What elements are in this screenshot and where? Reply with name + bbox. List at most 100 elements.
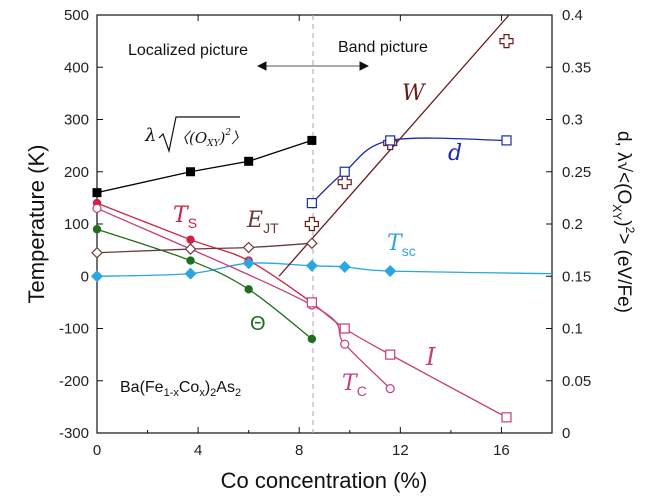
series-1-point bbox=[186, 235, 195, 244]
y-left-tick-label: -300 bbox=[59, 425, 89, 442]
x-tick-label: 16 bbox=[493, 442, 510, 459]
y-right-tick-label: 0.05 bbox=[562, 373, 591, 390]
series-label-theta: Θ bbox=[250, 313, 266, 335]
compound-formula-part4: As bbox=[216, 379, 235, 396]
series-0-line bbox=[96, 139, 313, 194]
series-1-line bbox=[96, 202, 313, 303]
series-label-d: d bbox=[448, 141, 462, 166]
lambda-formula-inner: 〈(OXY)2〉 bbox=[174, 128, 246, 149]
series-label-ts-sub: S bbox=[188, 215, 197, 231]
compound-formula-sub1: 1-x bbox=[164, 387, 180, 399]
series-5-point bbox=[340, 339, 350, 349]
x-tick-label: 12 bbox=[392, 442, 409, 459]
y-left-tick-label: 100 bbox=[64, 216, 89, 233]
y-left-tick-label: -100 bbox=[59, 321, 89, 338]
y-left-tick-label: 0 bbox=[81, 268, 89, 285]
lambda-formula-close: ) bbox=[219, 129, 226, 147]
y-right-tick-label: 0.1 bbox=[562, 321, 583, 338]
series-3-point bbox=[91, 270, 103, 283]
series-3-point bbox=[384, 265, 397, 278]
lambda-formula-end: 〉 bbox=[231, 129, 246, 147]
y-left-tick-label: -200 bbox=[59, 373, 89, 390]
series-label-w: W bbox=[402, 81, 427, 106]
series-5-line bbox=[96, 207, 391, 390]
series-6-line bbox=[311, 301, 507, 418]
series-8-point bbox=[339, 166, 350, 177]
y-left-tick-label: 500 bbox=[64, 7, 89, 24]
y-axis-right-label-prefix: d, λ√<(O bbox=[613, 131, 634, 204]
compound-formula: Ba(Fe1-xCox)2As2 bbox=[120, 379, 241, 399]
series-7-point bbox=[304, 216, 319, 232]
axes-layer: 0 4 8 12 16 -300 -200 -100 0 100 200 300 400 500 0 0.05… bbox=[59, 7, 591, 459]
series-3-point bbox=[305, 259, 318, 272]
series-2-line bbox=[96, 242, 312, 254]
series-label-i: I bbox=[425, 343, 436, 371]
series-5-point bbox=[385, 383, 395, 394]
y-left-tick-label: 200 bbox=[64, 164, 89, 181]
series-label-ejt-sub: JT bbox=[263, 220, 279, 236]
series-0-point bbox=[244, 156, 254, 166]
series-0-point bbox=[186, 167, 196, 177]
y-right-tick-label: 0.25 bbox=[562, 164, 591, 181]
series-8-line bbox=[311, 137, 507, 204]
sqrt-sign bbox=[158, 116, 240, 154]
lambda-formula-sub: XY bbox=[206, 139, 220, 149]
y-right-tick-label: 0.35 bbox=[562, 59, 591, 76]
compound-formula-sub2: x bbox=[199, 387, 205, 399]
series-2-point bbox=[184, 243, 197, 255]
y-axis-left-label: Temperature (K) bbox=[24, 145, 49, 304]
series-4-point bbox=[186, 256, 195, 265]
lambda-formula-open: 〈(O bbox=[174, 129, 207, 147]
series-label-ts: TS bbox=[173, 203, 197, 231]
series-6-point bbox=[339, 323, 350, 334]
y-left-tick-label: 300 bbox=[64, 112, 89, 129]
y-axis-right-label-sub: XY bbox=[610, 204, 624, 220]
series-label-tc-main: T bbox=[342, 371, 359, 396]
series-label-ts-main: T bbox=[173, 203, 190, 228]
series-0-point bbox=[92, 188, 102, 198]
y-axis-right-label-sup: 2 bbox=[623, 227, 637, 234]
y-right-tick-label: 0.4 bbox=[562, 7, 583, 24]
series-label-tsc-sub: sc bbox=[402, 243, 416, 259]
series-3-point bbox=[338, 260, 351, 273]
series-4-point bbox=[92, 225, 102, 234]
series-8-point bbox=[306, 198, 317, 209]
series-2-point bbox=[242, 241, 255, 254]
series-4-point bbox=[244, 285, 253, 294]
series-3-line bbox=[96, 262, 553, 277]
series-4-line bbox=[96, 228, 313, 340]
compound-formula-part2: Co bbox=[179, 379, 200, 396]
y-right-tick-label: 0.2 bbox=[562, 216, 583, 233]
compound-formula-sub4: 2 bbox=[235, 387, 241, 399]
lambda-symbol: λ bbox=[144, 125, 156, 146]
series-label-tsc: Tsc bbox=[387, 231, 416, 259]
x-axis-label: Co concentration (%) bbox=[221, 468, 428, 493]
y-right-tick-label: 0 bbox=[562, 425, 570, 442]
series-3-point bbox=[184, 267, 197, 280]
series-layer bbox=[96, 14, 553, 418]
compound-formula-part3: ) bbox=[205, 379, 210, 396]
series-label-ejt: EJT bbox=[246, 208, 279, 236]
x-tick-label: 4 bbox=[194, 442, 202, 459]
y-right-tick-label: 0.3 bbox=[562, 112, 583, 129]
series-label-tsc-main: T bbox=[387, 231, 404, 256]
series-3-point bbox=[242, 257, 255, 270]
series-label-tc: TC bbox=[342, 371, 367, 399]
series-8-point bbox=[385, 135, 396, 146]
series-label-ejt-main: E bbox=[246, 208, 263, 233]
lambda-formula: λ 〈(OXY)2〉 bbox=[144, 116, 246, 154]
y-axis-right-label-mid: ) bbox=[613, 220, 634, 226]
series-0-point bbox=[307, 135, 317, 145]
series-6-point bbox=[306, 297, 317, 308]
series-2-point bbox=[91, 246, 103, 259]
lambda-formula-sup: 2 bbox=[224, 128, 231, 138]
markers-layer bbox=[91, 34, 514, 423]
series-8-point bbox=[501, 135, 512, 146]
y-axis-right-label: d, λ√<(OXY)2> (eV/Fe) bbox=[610, 131, 637, 313]
series-7-point bbox=[499, 34, 514, 49]
series-6-point bbox=[501, 412, 512, 423]
x-tick-label: 8 bbox=[295, 442, 303, 459]
band-picture-label: Band picture bbox=[338, 39, 428, 56]
y-right-tick-label: 0.15 bbox=[562, 268, 591, 285]
